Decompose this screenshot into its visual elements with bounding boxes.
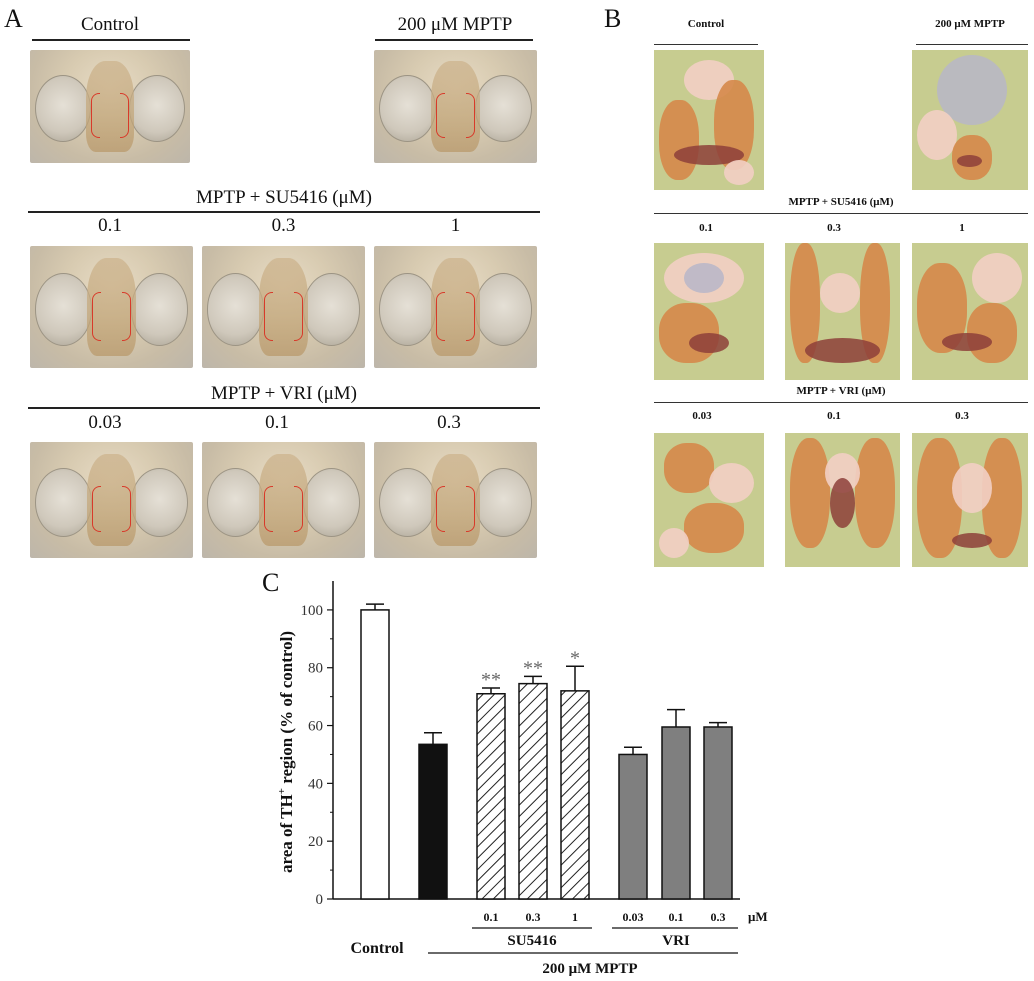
panel-a-su-dose-3: 1 xyxy=(450,215,461,236)
panel-a-vri-dose-1: 0.03 xyxy=(88,412,122,433)
heatmap-su-0-3 xyxy=(785,243,900,380)
panel-a-vri-rule xyxy=(28,407,540,409)
panel-a-vri-title: MPTP + VRI (μM) xyxy=(210,383,357,404)
panel-b-su-title: MPTP + SU5416 (μM) xyxy=(788,196,894,208)
significance-marker: ** xyxy=(523,657,543,679)
panel-b-vri-dose-2: 0.1 xyxy=(827,410,841,422)
heatmap-control xyxy=(654,50,764,190)
heatmap-mptp xyxy=(912,50,1028,190)
panel-a-su-dose-2: 0.3 xyxy=(271,215,296,236)
dose-label: 1 xyxy=(572,910,578,924)
panel-b-control-label: Control xyxy=(687,18,725,30)
y-tick-label: 60 xyxy=(308,719,323,735)
larva-image-mptp xyxy=(374,50,537,163)
bar-vri-0-1 xyxy=(661,726,691,900)
larva-image-vri-0-3 xyxy=(374,442,537,558)
larva-image-su-1 xyxy=(374,246,537,368)
panel-a-su-rule xyxy=(28,211,540,213)
panel-b-vri-dose-3: 0.3 xyxy=(955,410,969,422)
significance-marker: * xyxy=(570,647,580,669)
significance-marker: ** xyxy=(481,669,501,691)
panel-c-letter: C xyxy=(262,568,280,597)
bar-control-x xyxy=(360,609,390,900)
larva-image-su-0-1 xyxy=(30,246,193,368)
panel-a-vri-dose-2: 0.1 xyxy=(265,412,289,433)
vri-group-label: VRI xyxy=(662,933,690,949)
panel-b-letter: B xyxy=(604,4,622,33)
panel-b-vri-rule xyxy=(654,402,1028,403)
y-tick-label: 20 xyxy=(308,834,323,850)
panel-b-mptp-rule xyxy=(916,44,1028,45)
y-tick-label: 0 xyxy=(316,892,324,908)
panel-a-control-label: Control xyxy=(80,14,140,35)
y-tick-label: 80 xyxy=(308,661,323,677)
dose-label: 0.3 xyxy=(526,910,541,924)
panel-a-letter: A xyxy=(4,4,23,33)
bar-mptp-x xyxy=(418,743,448,900)
panel-b-su-dose-2: 0.3 xyxy=(827,222,841,234)
bar-su5416-1 xyxy=(560,690,590,900)
y-tick-label: 100 xyxy=(301,603,324,619)
heatmap-su-1 xyxy=(912,243,1028,380)
heatmap-vri-0-1 xyxy=(785,433,900,567)
panel-a-su-dose-1: 0.1 xyxy=(98,215,122,236)
bar-vri-0-03 xyxy=(618,753,648,900)
heatmap-vri-0-3 xyxy=(912,433,1028,567)
panel-a-mptp-label: 200 μM MPTP xyxy=(397,14,513,35)
panel-a-control-rule xyxy=(32,39,190,41)
panel-b-vri-title: MPTP + VRI (μM) xyxy=(796,385,886,397)
bar-vri-0-3 xyxy=(703,726,733,900)
panel-a-mptp-rule xyxy=(375,39,533,41)
heatmap-vri-0-03 xyxy=(654,433,764,567)
panel-a-vri-dose-3: 0.3 xyxy=(437,412,461,433)
panel-b-vri-dose-1: 0.03 xyxy=(692,410,712,422)
dose-label: 0.3 xyxy=(711,910,726,924)
bar-su5416-0-1 xyxy=(476,692,506,900)
mptp-group-label: 200 μM MPTP xyxy=(542,961,637,977)
heatmap-su-0-1 xyxy=(654,243,764,380)
dose-label: 0.03 xyxy=(623,910,644,924)
dose-label: 0.1 xyxy=(484,910,499,924)
larva-image-vri-0-03 xyxy=(30,442,193,558)
bar-su5416-0-3 xyxy=(518,682,548,900)
su-group-label: SU5416 xyxy=(507,933,557,949)
larva-image-su-0-3 xyxy=(202,246,365,368)
panel-a-su-title: MPTP + SU5416 (μM) xyxy=(196,187,372,208)
panel-b-su-dose-3: 1 xyxy=(959,222,965,234)
larva-image-control xyxy=(30,50,190,163)
panel-b-su-rule xyxy=(654,213,1028,214)
panel-b-control-rule xyxy=(654,44,758,45)
dose-unit-label: μM xyxy=(748,909,768,924)
panel-b-mptp-label: 200 μM MPTP xyxy=(935,18,1005,30)
control-group-label: Control xyxy=(350,940,404,957)
y-axis-label: area of TH+ region (% of control) xyxy=(276,631,296,873)
y-tick-label: 40 xyxy=(308,776,323,792)
dose-label: 0.1 xyxy=(669,910,684,924)
panel-b-su-dose-1: 0.1 xyxy=(699,222,713,234)
larva-image-vri-0-1 xyxy=(202,442,365,558)
